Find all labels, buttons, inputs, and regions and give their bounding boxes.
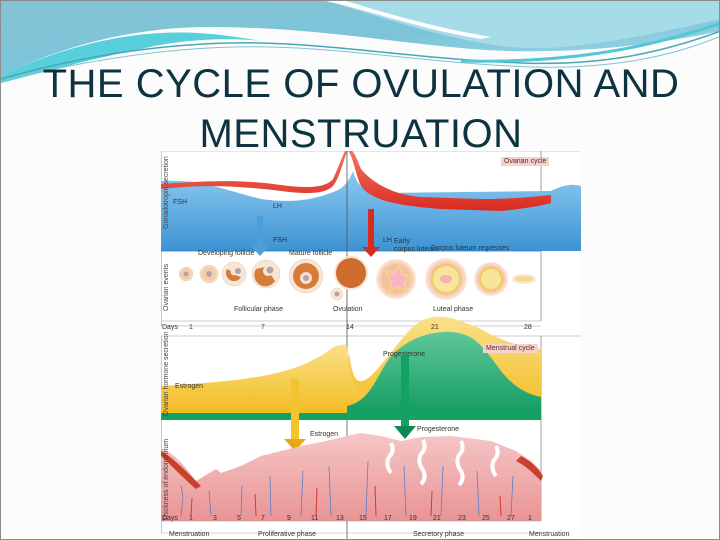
day-tick-bottom: 21 [433,515,441,522]
title-line-2: MENSTRUATION [199,112,523,156]
estrogen-arrow-label: Estrogen [310,431,339,438]
wave-banner-decoration [1,1,719,121]
day-tick-bottom: 3 [213,515,217,522]
ovarian-cycle-tag: Ovarian cycle [501,157,550,166]
days-axis-label-bottom: Days [162,515,178,522]
days-axis-label-top: Days [162,324,178,331]
menstrual-cycle-tag: Menstrual cycle [483,344,538,353]
secretory-phase-label: Secretory phase [413,531,464,538]
day-tick-bottom: 1 [528,515,532,522]
early-corpus-luteum-line-1: Early [394,238,410,245]
fsh-arrow-label: FSH [273,237,287,244]
lh-arrow-label: LH [383,237,392,244]
day-tick-bottom: 27 [507,515,515,522]
corpus-luteum-regresses-label: Corpus luteum regresses [431,245,510,252]
day-tick-top: 7 [261,324,265,331]
day-tick-bottom: 11 [311,515,319,522]
early-corpus-luteum-line-2: corpus luteum [394,246,438,253]
diagram-graphics [161,151,581,539]
day-tick-bottom: 15 [359,515,367,522]
day-tick-bottom: 9 [287,515,291,522]
day-tick-bottom: 5 [237,515,241,522]
day-tick-top: 14 [346,324,354,331]
day-tick-bottom: 13 [336,515,344,522]
menstruation-end-label: Menstruation [529,531,570,538]
y-label-endometrium: Thickness of endometrium [163,438,170,521]
y-label-ovarian-events: Ovarian events [163,263,170,311]
day-tick-bottom: 1 [189,515,193,522]
title-line-1: THE CYCLE OF OVULATION AND [42,62,680,106]
y-label-gonadotropin: Gonadotropin secretion [163,156,170,229]
follicular-phase-label: Follicular phase [234,306,284,313]
day-tick-top: 21 [431,324,439,331]
fsh-label: FSH [173,199,187,206]
day-tick-top: 28 [524,324,532,331]
slide-title: THE CYCLE OF OVULATION AND MENSTRUATION [1,59,719,159]
ovulation-label: Ovulation [333,306,363,313]
day-tick-bottom: 25 [482,515,490,522]
early-corpus-luteum-label: Early corpus luteum [394,238,438,254]
lh-label: LH [273,203,282,210]
proliferative-phase-label: Proliferative phase [258,531,316,538]
day-tick-bottom: 7 [261,515,265,522]
day-tick-bottom: 17 [384,515,392,522]
progesterone-label: Progesterone [383,351,426,358]
day-tick-top: 1 [189,324,193,331]
day-tick-bottom: 23 [458,515,466,522]
luteal-phase-label: Luteal phase [433,306,474,313]
menstrual-cycle-diagram: Gonadotropin secretion Ovarian events Ov… [161,151,581,539]
developing-follicle-label: Developing follicle [198,250,255,257]
day-tick-bottom: 19 [409,515,417,522]
mature-follicle-label: Mature follicle [289,250,333,257]
y-label-ovarian-hormone: Ovarian hormone secretion [163,331,170,416]
estrogen-label: Estrogen [175,383,204,390]
menstruation-start-label: Menstruation [169,531,210,538]
progesterone-arrow-label: Progesterone [417,426,460,433]
